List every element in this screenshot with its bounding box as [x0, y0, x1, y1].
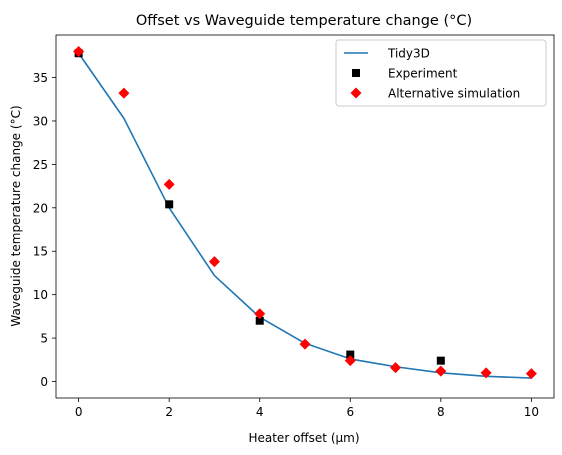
x-tick-label: 2: [165, 405, 173, 419]
legend-label: Tidy3D: [387, 47, 430, 61]
x-tick-label: 4: [256, 405, 264, 419]
alternative-simulation-point: [480, 367, 492, 379]
x-tick-label: 10: [524, 405, 539, 419]
alternative-simulation-point: [118, 87, 130, 99]
y-tick-label: 25: [33, 158, 48, 172]
y-tick-label: 10: [33, 288, 48, 302]
experiment-point: [255, 316, 264, 325]
alternative-simulation-point: [435, 365, 447, 377]
y-axis-title: Waveguide temperature change (°C): [9, 105, 23, 326]
alternative-simulation-point: [344, 355, 356, 367]
y-tick-label: 30: [33, 114, 48, 128]
y-tick-label: 20: [33, 201, 48, 215]
legend-label: Experiment: [388, 67, 458, 81]
y-tick-label: 35: [33, 71, 48, 85]
y-tick-label: 0: [40, 375, 48, 389]
x-tick-label: 6: [346, 405, 354, 419]
legend: Tidy3D Experiment Alternative simulation: [335, 39, 547, 107]
axes-frame: [55, 34, 555, 399]
alternative-simulation-point: [208, 256, 220, 268]
plot-area: 0 2 4 6 8 10 0 5 10 15 20 25 30 35: [33, 34, 555, 419]
alternative-simulation-point: [390, 362, 402, 374]
alternative-simulation-point: [525, 368, 537, 380]
legend-swatch-experiment: [352, 69, 360, 77]
legend-label: Alternative simulation: [388, 87, 520, 101]
alternative-simulation-point: [163, 178, 175, 190]
alternative-simulation-point: [299, 338, 311, 350]
legend-box: [335, 39, 547, 107]
y-tick-label: 5: [40, 332, 48, 346]
x-tick-label: 8: [437, 405, 445, 419]
experiment-point: [346, 350, 355, 359]
chart-title: Offset vs Waveguide temperature change (…: [136, 13, 472, 29]
x-axis-title: Heater offset (μm): [248, 431, 359, 445]
x-tick-label: 0: [75, 405, 83, 419]
experiment-point: [165, 200, 174, 209]
experiment-point: [436, 356, 445, 365]
alternative-simulation-point: [254, 308, 266, 320]
y-tick-label: 15: [33, 245, 48, 259]
alternative-simulation-point: [73, 46, 85, 57]
legend-swatch-alternative-simulation: [350, 87, 362, 99]
